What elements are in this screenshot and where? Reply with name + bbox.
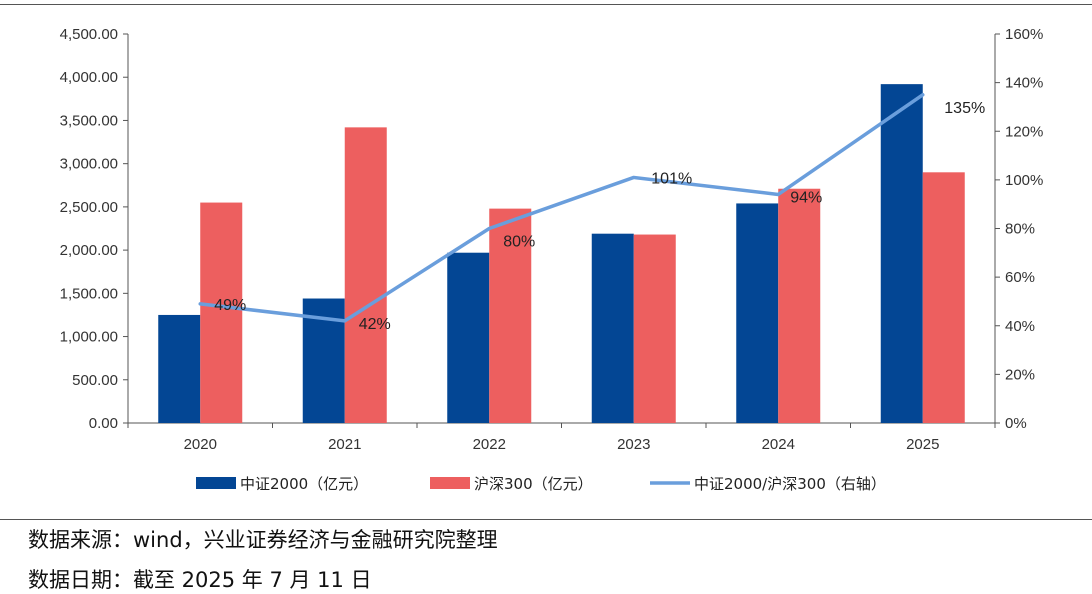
left-tick-label: 4,000.00 (60, 69, 118, 86)
x-tick-label: 2021 (328, 436, 361, 453)
right-tick-label: 0% (1005, 415, 1027, 432)
date-note: 数据日期：截至 2025 年 7 月 11 日 (28, 568, 372, 592)
chart: 0.00 500.00 1,000.00 1,500.00 2,000.00 2,500.… (60, 26, 1044, 493)
ratio-data-label: 94% (790, 189, 822, 206)
left-tick-label: 2,000.00 (60, 242, 118, 259)
legend-csi300-label: 沪深300（亿元） (474, 475, 593, 493)
separator-rule (0, 519, 1092, 520)
x-tick-label: 2020 (184, 436, 217, 453)
left-tick-label: 1,000.00 (60, 329, 118, 346)
right-tick-label: 80% (1005, 221, 1035, 238)
bar-csi300 (489, 208, 532, 423)
legend-csi300-swatch (430, 477, 470, 489)
right-tick-label: 100% (1005, 172, 1043, 189)
ratio-line (198, 93, 925, 323)
left-tick-label: 3,000.00 (60, 156, 118, 173)
right-tick-label: 140% (1005, 75, 1043, 92)
source-note: 数据来源：wind，兴业证券经济与金融研究院整理 (28, 528, 498, 552)
legend-csi2000-swatch (196, 477, 236, 489)
ratio-data-label: 135% (944, 100, 985, 117)
left-tick-label: 0.00 (89, 415, 118, 432)
bar-csi300 (344, 127, 387, 424)
bar-csi2000 (591, 233, 634, 423)
x-tick-label: 2025 (906, 436, 939, 453)
right-tick-label: 40% (1005, 318, 1035, 335)
x-tick-label: 2023 (617, 436, 650, 453)
ratio-data-label: 101% (651, 170, 692, 187)
ratio-data-label: 49% (214, 297, 246, 314)
ratio-data-label: 80% (503, 234, 535, 251)
bar-csi300 (778, 188, 821, 423)
bar-csi2000 (447, 252, 490, 423)
x-tick-label: 2022 (473, 436, 506, 453)
bar-csi300 (922, 172, 965, 423)
left-tick-label: 4,500.00 (60, 26, 118, 43)
bar-csi300 (633, 234, 676, 423)
left-tick-label: 2,500.00 (60, 199, 118, 216)
top-rule (0, 4, 1092, 5)
ratio-data-label: 42% (359, 316, 391, 333)
legend-ratio-label: 中证2000/沪深300（右轴） (694, 475, 886, 493)
left-tick-label: 1,500.00 (60, 285, 118, 302)
bar-csi2000 (880, 84, 923, 423)
legend-csi2000-label: 中证2000（亿元） (240, 475, 368, 493)
left-tick-label: 500.00 (72, 372, 118, 389)
right-tick-label: 160% (1005, 26, 1043, 43)
right-tick-label: 120% (1005, 123, 1043, 140)
bar-csi2000 (158, 314, 201, 423)
right-tick-label: 60% (1005, 269, 1035, 286)
right-tick-label: 20% (1005, 366, 1035, 383)
x-tick-label: 2024 (762, 436, 795, 453)
bar-csi300 (200, 202, 243, 423)
left-tick-label: 3,500.00 (60, 112, 118, 129)
bar-csi2000 (736, 203, 779, 423)
